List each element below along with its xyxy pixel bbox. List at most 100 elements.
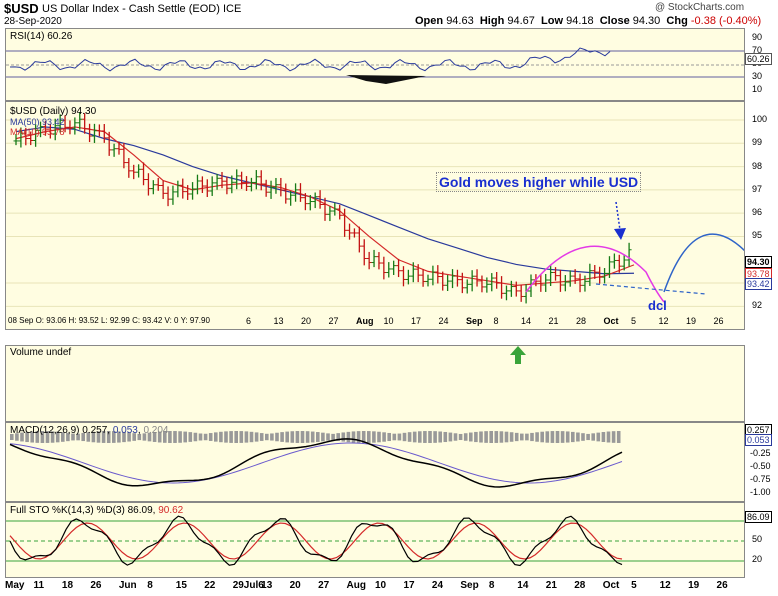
projection-magenta [525,245,665,303]
macd-histogram-bar [412,431,417,443]
ohlc-bar [317,190,323,209]
ohlc-bar [209,176,215,196]
macd-histogram-bar [198,433,203,441]
ohlc-bar [283,183,289,204]
macd-histogram-bar [616,431,621,443]
macd-axis: -0.25 -0.50 -0.75 -1.00 [748,422,778,502]
bottom-x-tick: 27 [318,580,330,591]
ohlc-bar [28,131,34,146]
sto-plot [6,515,744,567]
macd-histogram-bar [489,431,493,443]
macd-histogram-bar [163,431,167,443]
macd-histogram-bar [535,432,539,442]
macd-histogram-bar [591,433,595,441]
bottom-x-tick: 24 [431,580,444,591]
ohlc-bar [253,170,259,190]
macd-histogram-bar [423,431,427,443]
macd-histogram-bar [428,431,432,443]
ohlc-bar [121,142,127,169]
ohlc-bar [567,270,573,287]
ohlc-bar [116,141,122,155]
macd-histogram-bar [438,431,442,443]
ohlc-bar [562,275,568,292]
ohlc-bar [126,157,132,178]
ohlc-bar [587,263,593,286]
price-x-tick: 10 [383,316,394,326]
macd-histogram-bar [586,433,590,441]
ohlc-bar [518,284,524,302]
macd-histogram-bar [458,433,463,441]
ohlc-bar [219,171,225,189]
ohlc-bar [204,179,210,197]
macd-tick: -0.25 [750,448,771,458]
price-x-tick: 12 [658,316,669,326]
ohlc-bar [234,169,240,190]
macd-badge-2: 0.053 [745,434,772,446]
macd-histogram-bar [545,431,550,443]
macd-label: MACD(12,26,9) 0.257, 0.053, 0.204 [10,425,169,436]
macd-histogram-bar [183,431,187,443]
ohlc-bar [621,254,627,271]
bottom-x-tick: 26 [716,580,728,591]
macd-histogram-bar [356,431,361,443]
macd-histogram-bar [377,431,381,443]
ohlc-readout: 08 Sep O: 93.06 H: 93.52 L: 92.99 C: 93.… [8,316,210,325]
ohlc-bar [87,123,93,143]
ohlc-bar [332,202,338,216]
ohlc-bar [415,264,421,283]
ohlc-bar [430,265,436,286]
ohlc-bar [72,117,78,135]
macd-histogram-bar [474,431,478,443]
macd-histogram-bar [285,431,289,443]
sto-axis: 50 20 [748,502,778,578]
ohlc-bar [626,242,632,267]
macd-histogram-bar [275,432,279,442]
ohlc-bar [351,228,357,238]
ohlc-bar [150,180,156,195]
macd-histogram-bar [443,431,448,443]
ohlc-bar [62,115,68,133]
macd-histogram-bar [520,433,524,441]
symbol-title: $USD [4,1,39,16]
macd-histogram-bar [45,431,50,443]
sto-badge: 86.09 [745,511,772,523]
macd-histogram-bar [565,431,570,443]
ohlc-bar [592,265,598,279]
macd-histogram-bar [407,432,412,442]
bottom-x-tick: 18 [61,580,74,591]
macd-histogram-bar [397,433,402,441]
macd-histogram-bar [601,432,606,442]
ohlc-bar [77,112,83,130]
price-x-tick: 21 [548,316,559,326]
bottom-x-tick: 11 [33,580,45,591]
bottom-x-tick: May [5,580,25,591]
bottom-x-tick: 8 [147,580,153,591]
ohlc-bar [410,262,416,283]
macd-histogram-bar [509,432,514,442]
ohlc-bar [136,164,142,178]
ohlc-bar [484,277,490,293]
bottom-x-tick: 10 [375,580,387,591]
ohlc-bar [145,173,151,196]
sto-panel: Full STO %K(14,3) %D(3) 86.09, 90.62 [5,502,745,578]
ohlc-bar [464,279,470,294]
ohlc-bar [52,118,58,141]
price-tick: 99 [752,137,763,148]
ohlc-bar [297,183,303,202]
ohlc-bar [18,127,24,148]
ohlc-bar [616,254,622,273]
rsi-tick: 70 [752,45,763,55]
macd-histogram-bar [66,432,70,442]
ohlc-bar [405,269,411,285]
price-x-tick: Sep [466,316,483,326]
ohlc-bar [258,170,264,191]
price-panel: $USD (Daily) 94.30 MA(50) 93.42 MA(10) 9… [5,101,745,330]
sto-tick: 20 [752,554,763,564]
bottom-x-axis: May 11 18 26 Jun 8 15 22 29Jul6 13 20 27 Aug 10 17 24 Se… [5,580,745,594]
bottom-x-tick: 17 [403,580,415,591]
ohlc-bar [459,272,465,294]
chart-date: 28-Sep-2020 [4,16,62,27]
macd-histogram-bar [346,431,351,443]
macd-histogram-bar [15,433,19,441]
